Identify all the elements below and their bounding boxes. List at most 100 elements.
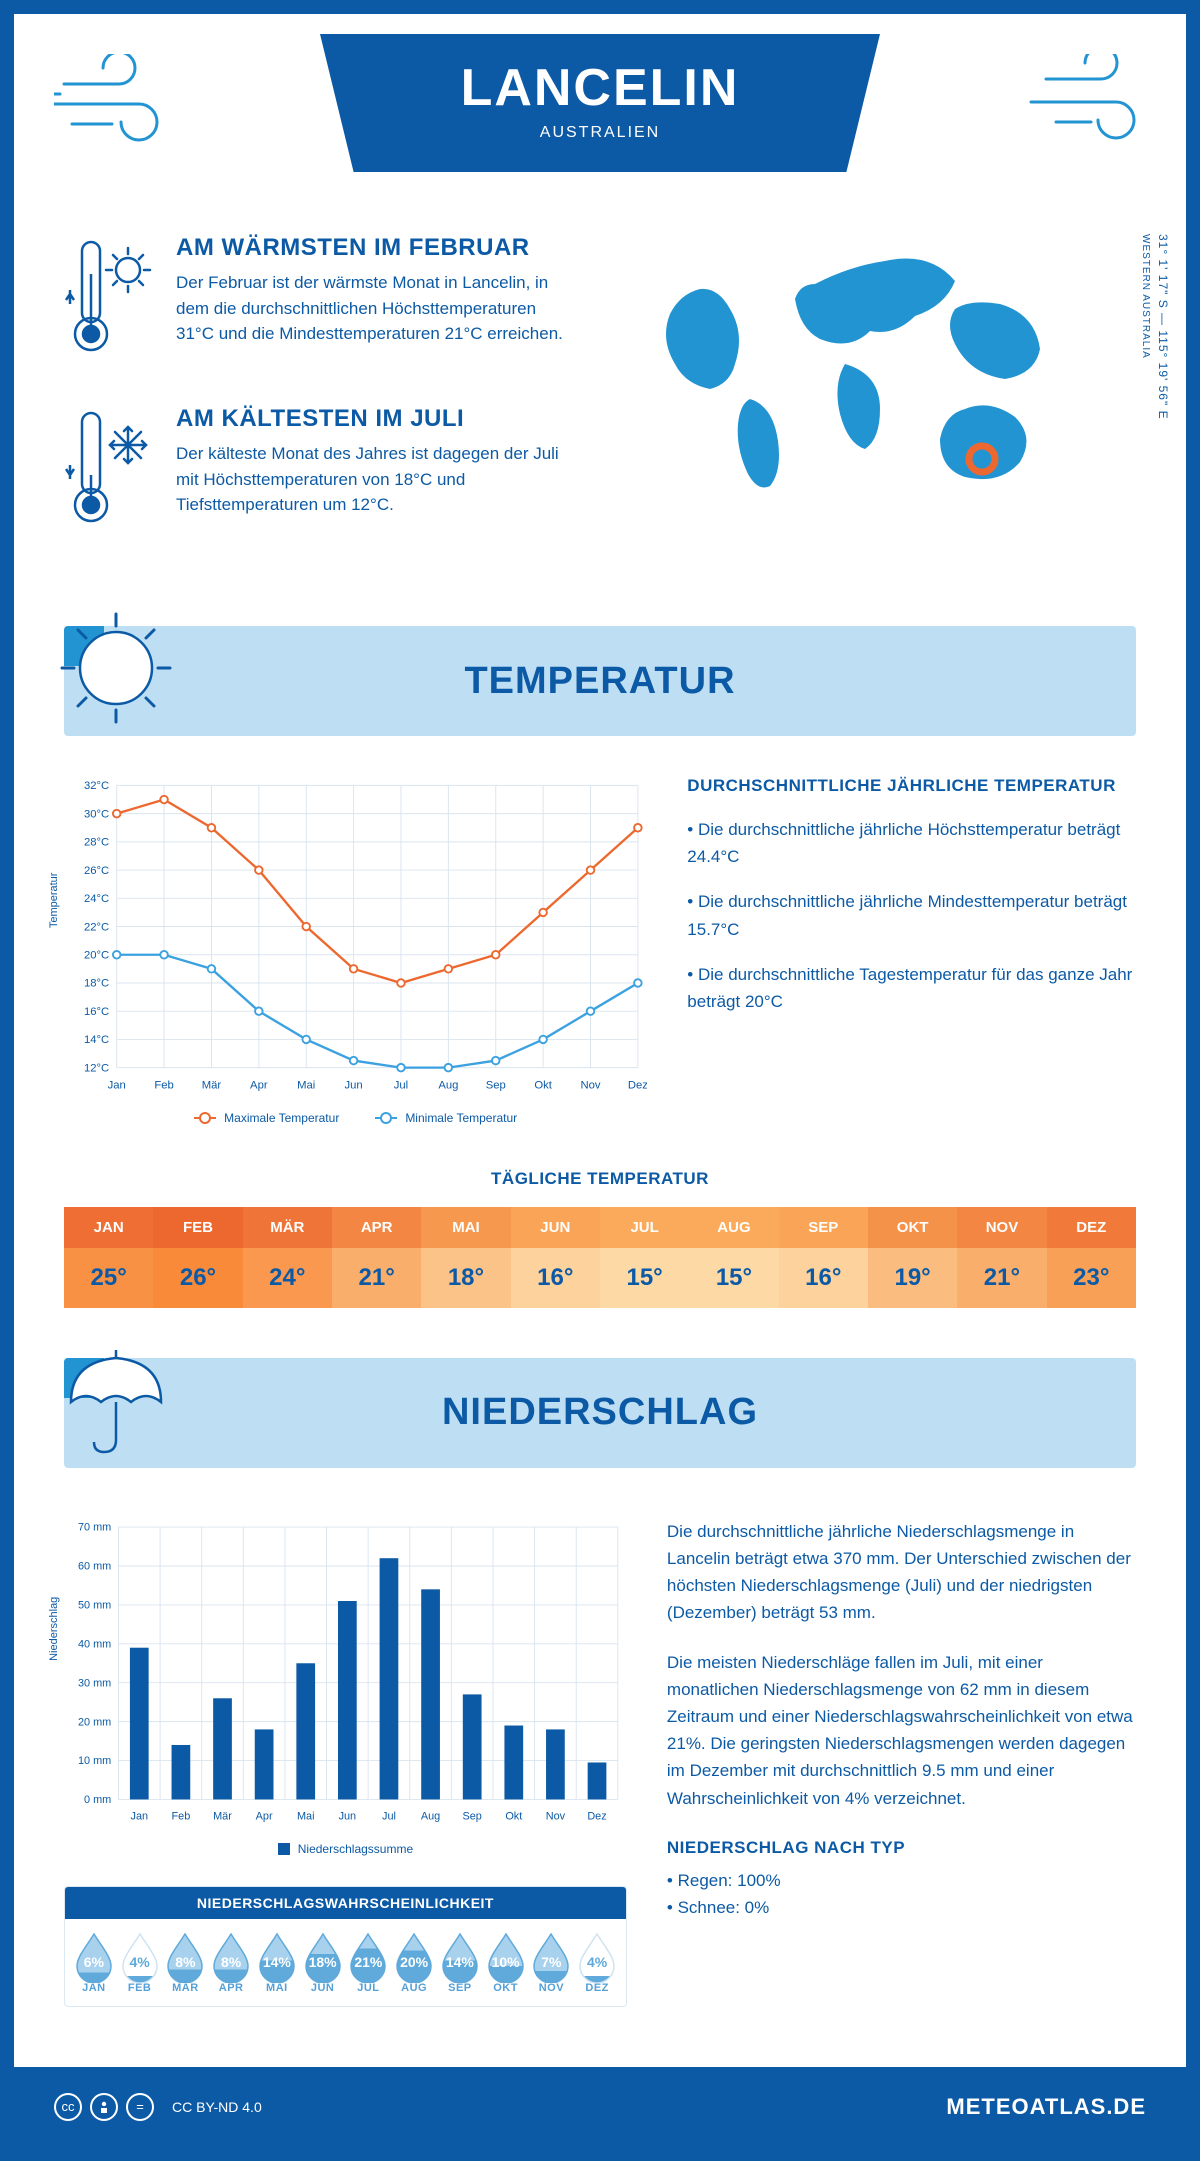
daily-col: AUG15° [689,1207,778,1308]
daily-col: MAI18° [421,1207,510,1308]
svg-text:Mai: Mai [297,1810,315,1822]
temp-title: TEMPERATUR [464,660,735,703]
prob-col: 4% DEZ [574,1931,620,1994]
svg-text:0 mm: 0 mm [84,1794,111,1806]
coldest-fact: AM KÄLTESTEN IM JULI Der kälteste Monat … [64,405,610,540]
prob-col: 7% NOV [529,1931,575,1994]
svg-text:30°C: 30°C [84,808,109,820]
svg-text:24°C: 24°C [84,893,109,905]
svg-text:Okt: Okt [534,1079,552,1091]
precip-probability-box: NIEDERSCHLAGSWAHRSCHEINLICHKEIT 6% JAN [64,1886,627,2007]
daily-col: JAN25° [64,1207,153,1308]
svg-text:22°C: 22°C [84,921,109,933]
svg-text:Jul: Jul [382,1810,396,1822]
svg-text:Jun: Jun [339,1810,357,1822]
svg-text:50 mm: 50 mm [78,1599,111,1611]
svg-text:16°C: 16°C [84,1006,109,1018]
svg-text:10 mm: 10 mm [78,1755,111,1767]
title-banner: LANCELIN AUSTRALIEN [320,34,880,172]
svg-text:Okt: Okt [505,1810,522,1822]
wind-icon [54,54,184,159]
daily-col: JUL15° [600,1207,689,1308]
warmest-title: AM WÄRMSTEN IM FEBRUAR [176,234,576,262]
svg-text:Nov: Nov [546,1810,566,1822]
svg-text:18°C: 18°C [84,978,109,990]
precip-legend: Niederschlagssumme [64,1842,627,1856]
page-subtitle: AUSTRALIEN [340,124,860,142]
precip-left: Niederschlag 0 mm10 mm20 mm30 mm40 mm50 … [64,1518,627,2007]
by-icon [90,2093,118,2121]
prob-col: 14% SEP [437,1931,483,1994]
temp-section-header: TEMPERATUR [64,626,1136,736]
daily-col: APR21° [332,1207,421,1308]
prob-col: 8% APR [208,1931,254,1994]
prob-col: 4% FEB [117,1931,163,1994]
prob-col: 14% MAI [254,1931,300,1994]
svg-text:70 mm: 70 mm [78,1522,111,1534]
temp-body: Temperatur 12°C14°C16°C18°C20°C22°C24°C2… [14,736,1186,1145]
temp-description: DURCHSCHNITTLICHE JÄHRLICHE TEMPERATUR •… [687,776,1136,1125]
footer: cc = CC BY-ND 4.0 METEOATLAS.DE [14,2067,1186,2147]
daily-temp-title: TÄGLICHE TEMPERATUR [14,1169,1186,1189]
svg-text:Feb: Feb [172,1810,191,1822]
precip-title: NIEDERSCHLAG [442,1391,758,1434]
license: cc = CC BY-ND 4.0 [54,2093,262,2121]
svg-text:32°C: 32°C [84,780,109,792]
sun-icon [56,608,176,733]
svg-text:Feb: Feb [154,1079,173,1091]
svg-text:14°C: 14°C [84,1034,109,1046]
svg-text:20 mm: 20 mm [78,1716,111,1728]
svg-text:Apr: Apr [256,1810,273,1822]
daily-col: NOV21° [957,1207,1046,1308]
svg-text:Jan: Jan [108,1079,126,1091]
daily-col: MÄR24° [243,1207,332,1308]
svg-text:Jul: Jul [394,1079,408,1091]
daily-col: DEZ23° [1047,1207,1136,1308]
wind-icon [1016,54,1146,159]
svg-text:30 mm: 30 mm [78,1677,111,1689]
umbrella-icon [56,1340,176,1465]
svg-text:Sep: Sep [463,1810,482,1822]
prob-col: 20% AUG [391,1931,437,1994]
svg-text:20°C: 20°C [84,950,109,962]
warmest-text: Der Februar ist der wärmste Monat in Lan… [176,270,576,347]
svg-text:Sep: Sep [486,1079,506,1091]
svg-text:Nov: Nov [580,1079,600,1091]
prob-col: 10% OKT [483,1931,529,1994]
world-map-icon [640,234,1100,514]
daily-col: FEB26° [153,1207,242,1308]
precip-bar-chart: Niederschlag 0 mm10 mm20 mm30 mm40 mm50 … [64,1518,627,1856]
site-name: METEOATLAS.DE [946,2094,1146,2120]
warmest-fact: AM WÄRMSTEN IM FEBRUAR Der Februar ist d… [64,234,610,369]
svg-text:Jun: Jun [345,1079,363,1091]
svg-text:Dez: Dez [628,1079,647,1091]
coldest-title: AM KÄLTESTEN IM JULI [176,405,576,433]
daily-col: OKT19° [868,1207,957,1308]
svg-text:40 mm: 40 mm [78,1638,111,1650]
coldest-text: Der kälteste Monat des Jahres ist dagege… [176,441,576,518]
temp-legend: .legend .sw:nth-child(1)::after{border-c… [64,1111,647,1125]
precip-section-header: NIEDERSCHLAG [64,1358,1136,1468]
prob-col: 6% JAN [71,1931,117,1994]
intro-facts: AM WÄRMSTEN IM FEBRUAR Der Februar ist d… [64,234,610,576]
svg-text:60 mm: 60 mm [78,1560,111,1572]
svg-text:Mai: Mai [297,1079,315,1091]
svg-text:12°C: 12°C [84,1062,109,1074]
cc-icon: cc [54,2093,82,2121]
svg-text:26°C: 26°C [84,865,109,877]
thermometer-sun-icon [64,234,154,369]
page-wrapper: LANCELIN AUSTRALIEN [0,0,1200,2161]
header: LANCELIN AUSTRALIEN [14,14,1186,204]
thermometer-snow-icon [64,405,154,540]
daily-col: JUN16° [511,1207,600,1308]
precip-description: Die durchschnittliche jährliche Niedersc… [667,1518,1136,2007]
svg-text:28°C: 28°C [84,837,109,849]
svg-text:Aug: Aug [438,1079,458,1091]
coordinates: 31° 1' 17" S — 115° 19' 56" E WESTERN AU… [1137,234,1172,420]
svg-text:Mär: Mär [213,1810,232,1822]
page-title: LANCELIN [340,58,860,118]
prob-col: 18% JUN [300,1931,346,1994]
daily-col: SEP16° [779,1207,868,1308]
temp-line-chart: Temperatur 12°C14°C16°C18°C20°C22°C24°C2… [64,776,647,1125]
intro-section: AM WÄRMSTEN IM FEBRUAR Der Februar ist d… [14,204,1186,616]
